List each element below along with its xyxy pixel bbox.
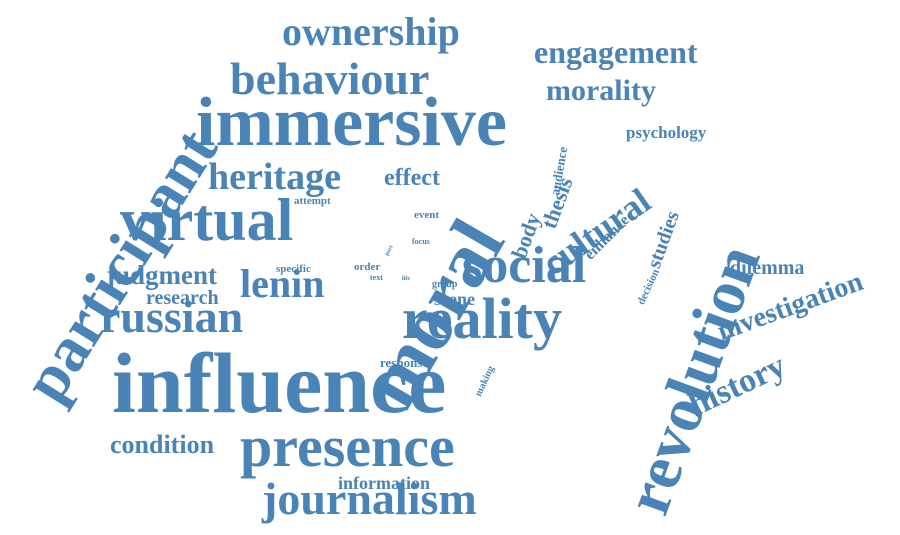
- word-russian: russian: [100, 291, 244, 342]
- word-reality: reality: [402, 286, 562, 351]
- word-presence: presence: [240, 414, 455, 479]
- word-making: making: [473, 364, 497, 399]
- word-journalism: journalism: [262, 473, 477, 524]
- word-dilemma: dilemma: [730, 257, 805, 279]
- word-social: social: [462, 237, 587, 294]
- word-lenin: lenin: [240, 261, 325, 306]
- word-morality: morality: [546, 74, 656, 107]
- word-influence: influence: [112, 335, 447, 431]
- word-information: information: [338, 473, 430, 493]
- word-focus: focus: [412, 237, 430, 246]
- word-immersive: immersive: [196, 84, 507, 161]
- word-order: order: [354, 261, 381, 273]
- word-decision: decision: [635, 267, 662, 307]
- word-scene: scene: [434, 289, 475, 309]
- word-group: group: [432, 279, 458, 290]
- word-text: text: [370, 273, 383, 282]
- word-response: response: [380, 355, 429, 370]
- word-research: research: [146, 287, 219, 309]
- word-specific: specific: [276, 263, 311, 275]
- word-condition: condition: [110, 430, 215, 459]
- word-judgment: judgment: [106, 260, 218, 290]
- word-event: event: [414, 209, 440, 221]
- word-effect: effect: [384, 165, 440, 191]
- word-ownership: ownership: [282, 9, 460, 54]
- word-heritage: heritage: [208, 156, 341, 198]
- word-psychology: psychology: [626, 123, 707, 142]
- word-part: part: [384, 244, 395, 257]
- word-life: life: [402, 276, 410, 282]
- word-attempt: attempt: [294, 195, 331, 207]
- word-behaviour: behaviour: [230, 53, 430, 104]
- word-engagement: engagement: [534, 34, 698, 70]
- word-virtual: virtual: [120, 187, 294, 253]
